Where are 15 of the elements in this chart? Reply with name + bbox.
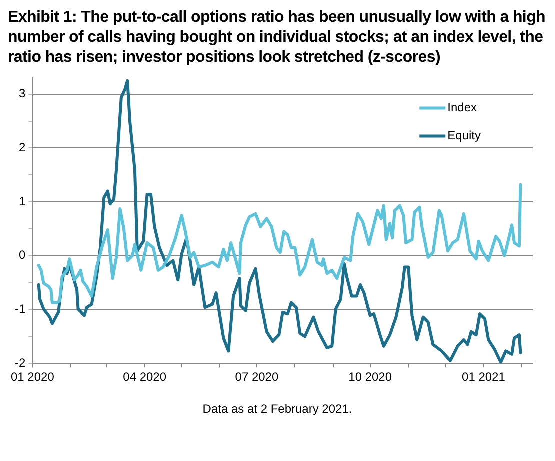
y-tick-label: -2 — [15, 356, 26, 370]
x-tick-label: 04 2020 — [123, 370, 167, 384]
y-tick-label: 0 — [19, 248, 26, 262]
y-tick-label: 3 — [19, 86, 26, 101]
y-tick-label: -1 — [15, 302, 26, 316]
x-tick-label: 01 2021 — [462, 370, 506, 384]
y-tick-label: 1 — [19, 194, 26, 208]
chart-title: Exhibit 1: The put-to-call options ratio has been unusually low with a high number of calls having bought on individual stocks; at an index level, the ratio has risen; investor positions look stretched (z-scores) — [8, 8, 547, 68]
x-tick-label: 10 2020 — [348, 370, 392, 384]
x-tick-label: 07 2020 — [235, 370, 279, 384]
legend-label: Index — [448, 100, 478, 115]
x-tick-label: 01 2020 — [10, 370, 55, 384]
text: Data as at 2 February 2021. — [202, 402, 354, 416]
legend-label: Equity — [448, 128, 482, 143]
y-tick-label: 2 — [19, 140, 26, 155]
